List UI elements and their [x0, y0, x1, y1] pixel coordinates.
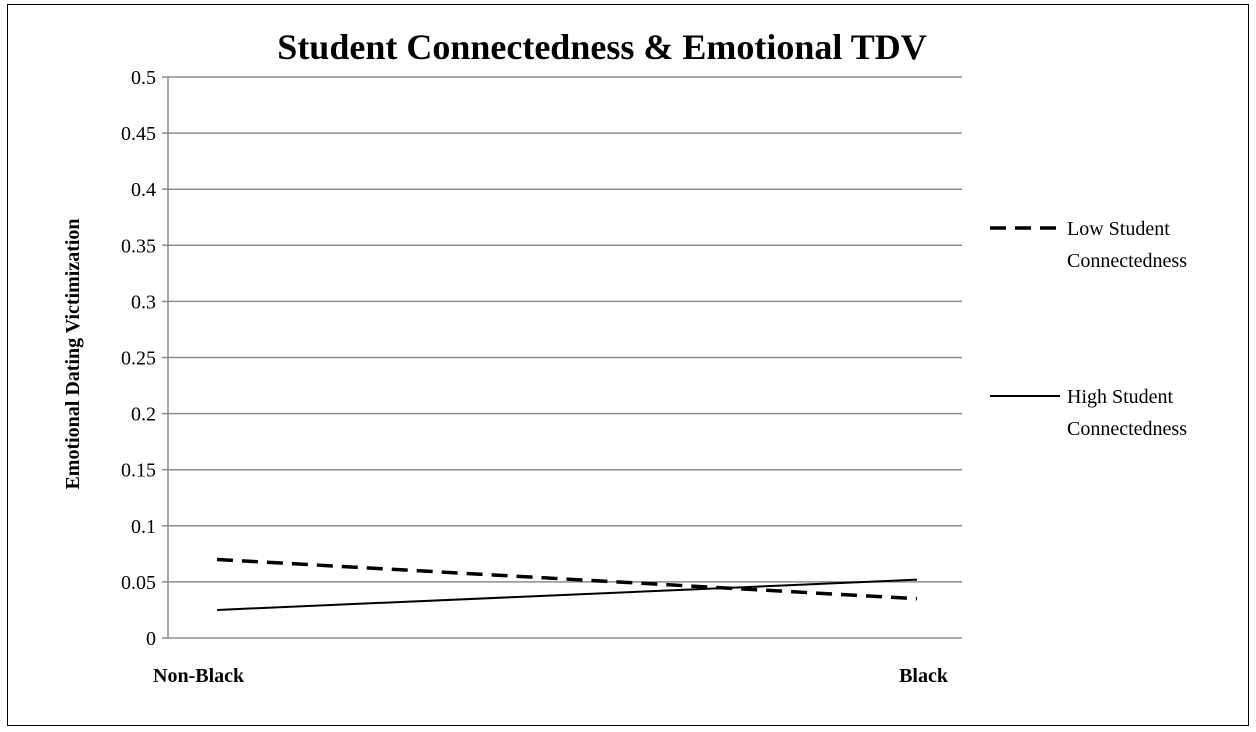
- chart-frame: [7, 4, 1249, 726]
- y-tick-label: 0.25: [121, 348, 156, 370]
- chart-title: Student Connectedness & Emotional TDV: [277, 27, 926, 67]
- series-lines: [216, 557, 918, 611]
- legend-label: Connectedness: [1067, 250, 1187, 272]
- legend: Low Student Connectedness High Student Conn…: [990, 218, 1187, 440]
- series-line: [216, 557, 918, 601]
- y-axis-title: Emotional Dating Victimization: [62, 218, 84, 489]
- y-tick-label: 0: [146, 628, 156, 650]
- legend-label: Low Student: [1067, 218, 1170, 240]
- y-tick-label: 0.5: [131, 67, 156, 89]
- y-tick-labels: 0 0.05 0.1 0.15 0.2 0.25 0.3 0.35 0.4 0.45 0.5: [121, 67, 156, 650]
- y-tick-label: 0.45: [121, 123, 156, 145]
- y-tick-label: 0.4: [131, 179, 156, 201]
- y-tick-label: 0.1: [131, 516, 156, 538]
- axes: [162, 76, 962, 639]
- grid-lines: [168, 76, 962, 583]
- legend-label: Connectedness: [1067, 418, 1187, 440]
- y-tick-label: 0.3: [131, 291, 156, 313]
- legend-label: High Student: [1067, 386, 1174, 408]
- y-tick-label: 0.05: [121, 572, 156, 594]
- y-tick-label: 0.15: [121, 460, 156, 482]
- series-line: [216, 578, 918, 611]
- x-category-label: Black: [899, 665, 949, 687]
- y-tick-label: 0.35: [121, 235, 156, 257]
- y-tick-label: 0.2: [131, 404, 156, 426]
- x-category-labels: Non-Black Black: [153, 665, 949, 687]
- x-category-label: Non-Black: [153, 665, 245, 687]
